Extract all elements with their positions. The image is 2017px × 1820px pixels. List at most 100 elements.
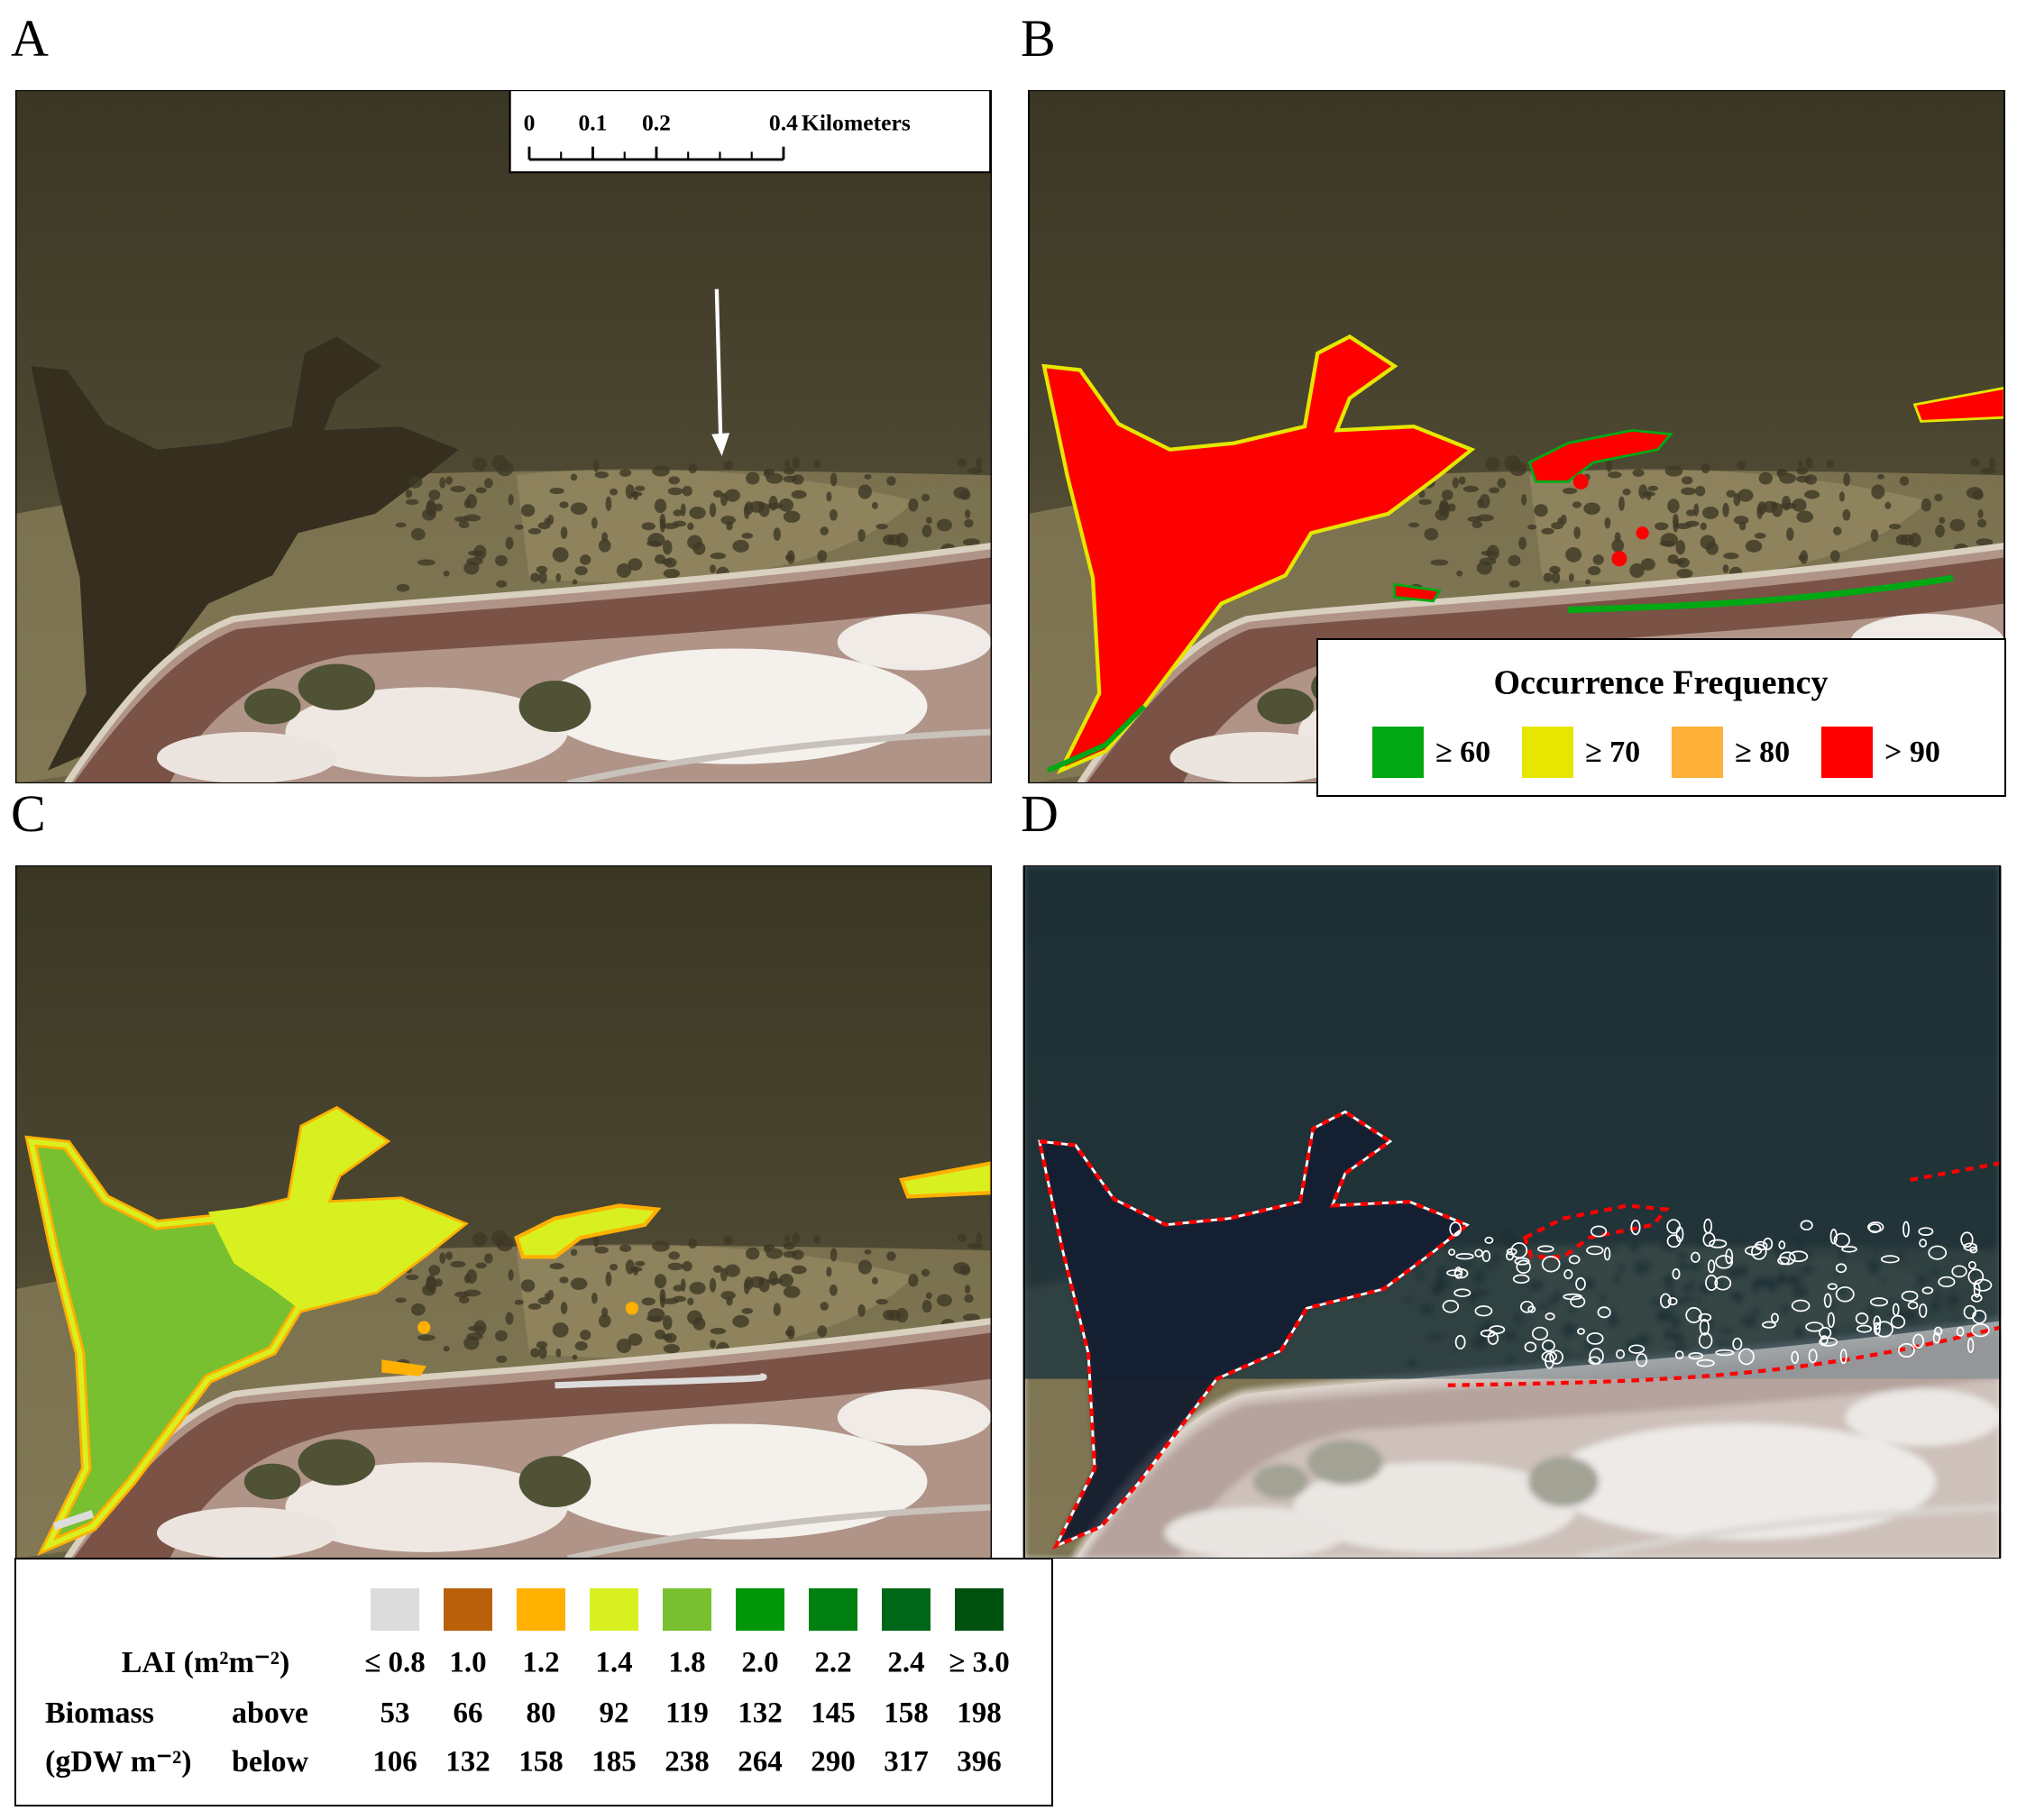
- outline: [1820, 1335, 1829, 1346]
- legend-swatch: [590, 1588, 638, 1631]
- map-panel: [1028, 90, 2005, 783]
- outline: [1839, 1349, 1847, 1365]
- legend-swatch: [1821, 727, 1873, 778]
- outline: [1455, 1252, 1474, 1260]
- outline: [1890, 1314, 1906, 1329]
- outline: [1973, 1278, 1993, 1292]
- outline: [1691, 1251, 1701, 1263]
- below-value: 132: [445, 1746, 490, 1779]
- below-value: 290: [811, 1746, 856, 1779]
- outline: [1897, 1342, 1915, 1358]
- legend-swatch: [1522, 727, 1573, 778]
- outline: [1732, 1337, 1743, 1350]
- outline: [1527, 1305, 1536, 1313]
- outline: [1972, 1309, 1987, 1324]
- legend-swatch: [663, 1588, 711, 1631]
- outline: [1778, 1240, 1786, 1249]
- outline: [1577, 1328, 1585, 1335]
- outline: [1563, 1293, 1582, 1301]
- outline: [1779, 1251, 1796, 1266]
- below-value: 317: [884, 1746, 929, 1779]
- outline: [1901, 1290, 1919, 1302]
- above-value: 119: [665, 1697, 709, 1730]
- legend-swatch: [1672, 727, 1723, 778]
- outline: [1827, 1312, 1835, 1329]
- panel-label: D: [1021, 784, 1059, 843]
- map-panel: 0 0.1 0.2 0.4 Kilometers: [15, 90, 992, 783]
- outline: [1666, 1219, 1681, 1234]
- legend-swatch: [517, 1588, 565, 1631]
- outline: [1698, 1332, 1713, 1349]
- outline: [1667, 1297, 1678, 1306]
- outline: [1714, 1276, 1732, 1291]
- legend-swatch: [809, 1588, 857, 1631]
- outline: [1588, 1356, 1601, 1365]
- outline: [1474, 1248, 1483, 1258]
- outline: [1699, 1318, 1710, 1336]
- outline: [1918, 1303, 1928, 1318]
- arrow: [714, 288, 723, 437]
- outline: [1510, 1242, 1528, 1259]
- outline: [1531, 1326, 1549, 1341]
- outline: [1819, 1326, 1832, 1340]
- outline: [1487, 1331, 1499, 1345]
- outline: [1702, 1231, 1716, 1248]
- outline: [1672, 1267, 1681, 1280]
- outline: [1480, 1329, 1496, 1338]
- outline: [1570, 1295, 1586, 1308]
- panel-label: A: [11, 9, 49, 68]
- above-value: 132: [738, 1697, 783, 1730]
- outline: [1705, 1274, 1719, 1292]
- outline: [1970, 1293, 1983, 1303]
- outline: [1960, 1231, 1974, 1248]
- outline: [1875, 1321, 1893, 1338]
- outline: [1869, 1297, 1889, 1307]
- above-value: 145: [811, 1697, 856, 1730]
- legend-swatch: [955, 1588, 1004, 1631]
- outline: [1541, 1340, 1555, 1352]
- outline: [1674, 1350, 1684, 1359]
- outline: [1829, 1229, 1838, 1245]
- above-label: above: [232, 1697, 308, 1730]
- outline: [1514, 1257, 1530, 1266]
- outline: [1630, 1219, 1641, 1236]
- legend-swatch: [371, 1588, 419, 1631]
- scale-label: 0.1: [578, 109, 607, 135]
- above-value: 66: [454, 1697, 483, 1730]
- outline: [1737, 1348, 1755, 1366]
- outline: [1755, 1240, 1768, 1251]
- map-panel: [1024, 865, 2000, 1559]
- legend-swatch: [882, 1588, 931, 1631]
- outline: [1855, 1312, 1869, 1325]
- outline: [1628, 1344, 1646, 1354]
- outline: [1545, 1312, 1555, 1321]
- outline: [1805, 1322, 1824, 1332]
- outline: [1512, 1274, 1530, 1285]
- occurrence-overlay: [1044, 336, 2005, 773]
- lai-value: 1.4: [595, 1647, 632, 1679]
- legend-label: > 90: [1884, 736, 1940, 769]
- outline: [1932, 1331, 1941, 1344]
- outline: [1967, 1260, 1976, 1270]
- panel-label: B: [1021, 9, 1056, 68]
- outline: [1659, 1293, 1672, 1309]
- lai-overlay: [31, 1111, 992, 1545]
- outline: [1615, 1349, 1626, 1359]
- legend-box: [1316, 638, 2006, 797]
- outline: [1597, 1306, 1611, 1319]
- lai-value: 2.0: [741, 1647, 778, 1679]
- outline: [1590, 1225, 1608, 1238]
- outline: [1586, 1245, 1604, 1256]
- outline: [1709, 1239, 1728, 1248]
- panel-label: C: [11, 784, 46, 843]
- outline: [1448, 1248, 1456, 1257]
- outline: [1800, 1220, 1813, 1231]
- outline: [1819, 1337, 1838, 1347]
- outline: [1833, 1232, 1850, 1248]
- outline: [1951, 1265, 1967, 1278]
- outline: [1902, 1221, 1910, 1238]
- outline: [1715, 1255, 1734, 1269]
- outline: [1516, 1259, 1531, 1275]
- scale-label: 0: [524, 109, 536, 135]
